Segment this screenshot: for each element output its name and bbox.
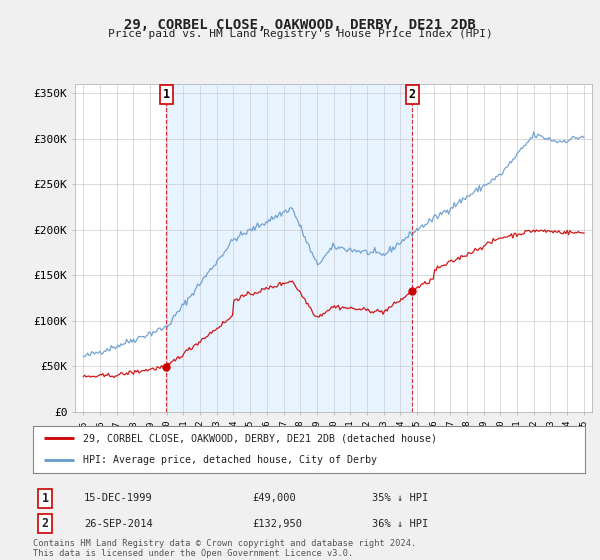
- Text: 1: 1: [41, 492, 49, 505]
- Text: 29, CORBEL CLOSE, OAKWOOD, DERBY, DE21 2DB (detached house): 29, CORBEL CLOSE, OAKWOOD, DERBY, DE21 2…: [83, 433, 437, 444]
- Text: Price paid vs. HM Land Registry's House Price Index (HPI): Price paid vs. HM Land Registry's House …: [107, 29, 493, 39]
- Text: 2: 2: [41, 517, 49, 530]
- Text: £49,000: £49,000: [252, 493, 296, 503]
- Text: 26-SEP-2014: 26-SEP-2014: [84, 519, 153, 529]
- Text: 2: 2: [409, 88, 416, 101]
- Text: 1: 1: [163, 88, 170, 101]
- Text: 35% ↓ HPI: 35% ↓ HPI: [372, 493, 428, 503]
- Text: 15-DEC-1999: 15-DEC-1999: [84, 493, 153, 503]
- Bar: [166, 84, 412, 412]
- Text: £132,950: £132,950: [252, 519, 302, 529]
- Text: HPI: Average price, detached house, City of Derby: HPI: Average price, detached house, City…: [83, 455, 377, 465]
- Text: Contains HM Land Registry data © Crown copyright and database right 2024.
This d: Contains HM Land Registry data © Crown c…: [33, 539, 416, 558]
- Text: 29, CORBEL CLOSE, OAKWOOD, DERBY, DE21 2DB: 29, CORBEL CLOSE, OAKWOOD, DERBY, DE21 2…: [124, 18, 476, 32]
- Text: 36% ↓ HPI: 36% ↓ HPI: [372, 519, 428, 529]
